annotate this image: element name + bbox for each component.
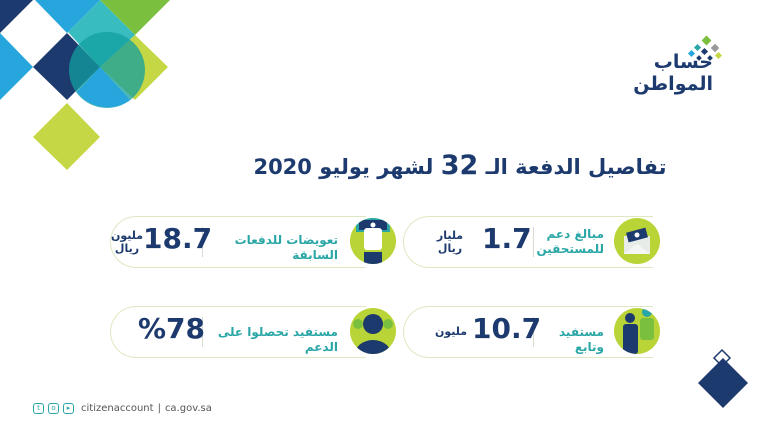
youtube-icon[interactable]: ▸ [63,403,74,414]
card-unit: مليون [432,325,470,338]
card-beneficiaries [403,306,653,358]
footer: t o ▸ citizenaccount | ca.gov.sa [33,403,212,414]
payment-number: 32 [440,150,479,181]
decorative-diamonds [0,0,170,170]
card-label: مبالغ دعم للمستحقين [536,227,604,256]
divider [533,317,534,347]
footer-separator: | [157,403,161,414]
person-icon [350,308,396,354]
divider [202,317,203,347]
title-suffix: لشهر يوليو 2020 [253,155,434,179]
card-percentage [110,306,366,358]
unit-bottom: ريال [437,242,463,255]
card-value: 18.7 [143,222,213,255]
logo-line1: حساب [653,51,713,73]
card-label: مستفيد وتابع [558,325,604,354]
family-icon [614,308,660,354]
instagram-icon[interactable]: o [48,403,59,414]
twitter-icon[interactable]: t [33,403,44,414]
card-unit: مليون ريال [110,229,144,255]
unit-top: مليار [436,229,464,242]
divider [202,227,203,257]
logo-dots-icon [687,35,723,61]
hand-money-icon [350,218,396,264]
page-title: تفاصيل الدفعة الـ 32 لشهر يوليو 2020 [250,150,670,181]
unit-bottom: ريال [114,242,140,255]
title-prefix: تفاصيل الدفعة الـ [485,155,667,179]
citizen-account-logo: حساب المواطن [615,35,725,105]
website-link[interactable]: ca.gov.sa [164,403,212,414]
social-handle[interactable]: citizenaccount [81,403,154,414]
card-label: تعويضات للدفعات السابقة [234,233,338,262]
card-unit: مليار ريال [432,229,468,255]
card-value: 10.7 [472,312,542,345]
logo-line2: المواطن [633,73,713,95]
unit-top: مليون [110,229,144,242]
card-compensation [110,216,366,268]
card-value: %78 [138,312,206,345]
unit-top: مليون [434,325,468,338]
card-value: 1.7 [482,222,532,255]
card-support-amount [403,216,653,268]
divider [533,227,534,257]
card-label: مستفيد تحصلوا على الدعم [217,325,338,354]
envelope-money-icon [614,218,660,264]
decorative-diamonds-bottom [698,348,748,408]
